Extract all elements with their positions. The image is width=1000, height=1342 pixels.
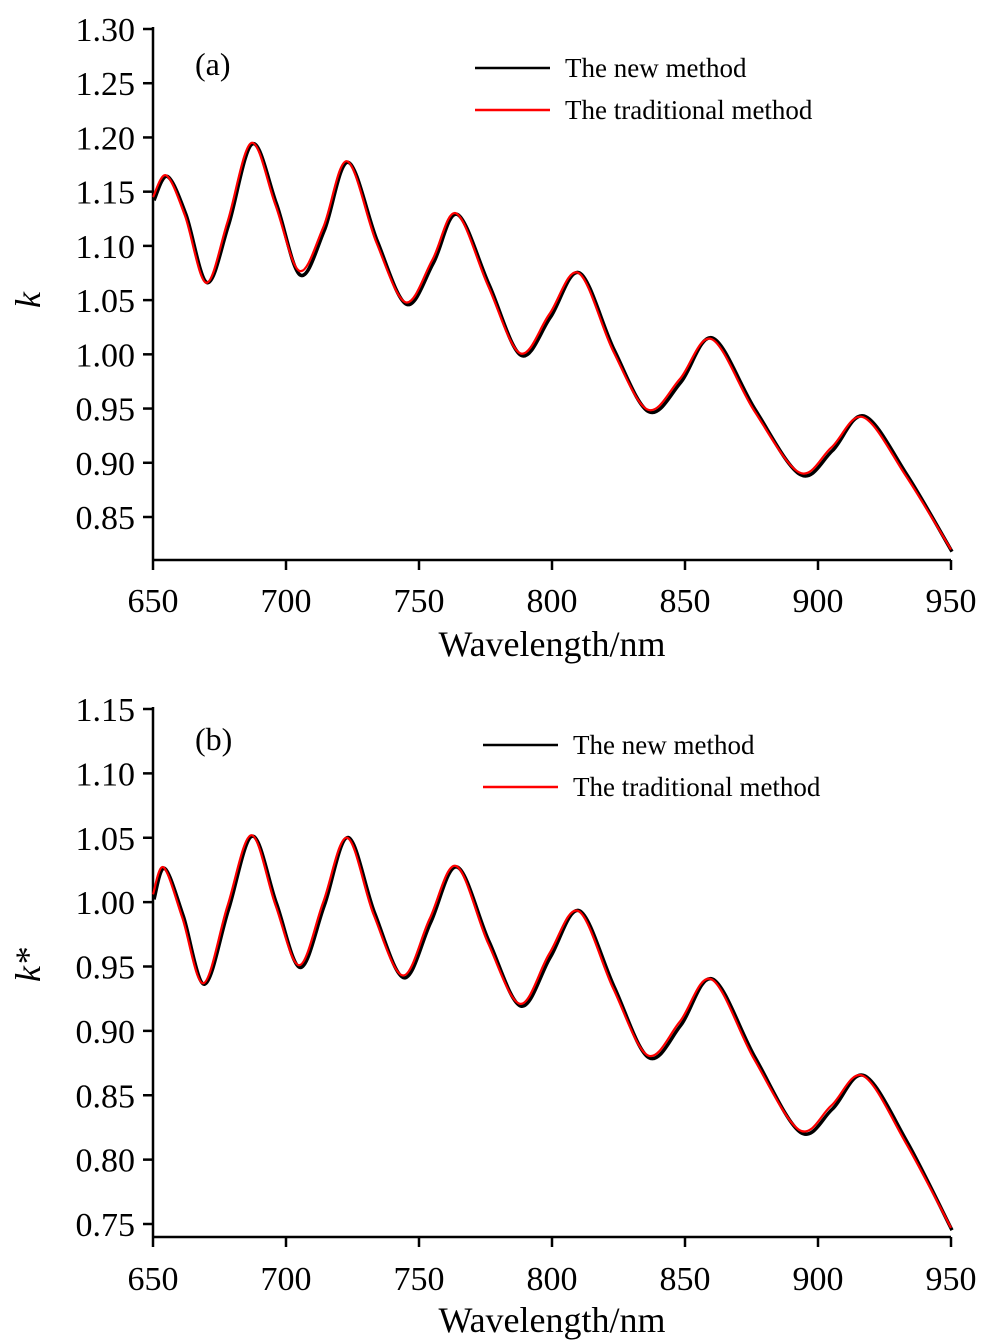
y-tick-label: 0.80 <box>76 1143 136 1180</box>
y-tick-label: 0.90 <box>76 446 136 483</box>
x-tick-label: 900 <box>793 583 844 620</box>
panel-b: 0.75 0.80 0.85 0.90 0.95 1.00 1.05 1.10 1.15 650 7… <box>8 692 977 1340</box>
y-tick-label: 0.85 <box>76 500 136 537</box>
y-tick-label: 0.85 <box>76 1078 136 1115</box>
y-tick-label: 0.95 <box>76 392 136 429</box>
x-tick-label: 750 <box>394 583 445 620</box>
panel-label: (a) <box>195 46 231 82</box>
legend-label: The new method <box>565 53 747 83</box>
y-tick-label: 0.95 <box>76 950 136 987</box>
panel-a: 0.85 0.90 0.95 1.00 1.05 1.10 1.15 1.20 1.25 1.30… <box>8 12 977 664</box>
y-tick-label: 1.05 <box>76 283 136 320</box>
x-tick-label: 850 <box>660 1261 711 1298</box>
series-line-traditional-method <box>151 834 952 1229</box>
y-tick-label: 1.00 <box>76 885 136 922</box>
x-tick-label: 900 <box>793 1261 844 1298</box>
legend-label: The new method <box>573 730 755 760</box>
x-axis-title: Wavelength/nm <box>438 1300 665 1340</box>
legend-label: The traditional method <box>565 95 813 125</box>
y-tick-label: 1.05 <box>76 821 136 858</box>
y-tick-label: 1.10 <box>76 229 136 266</box>
y-axis-title: k* <box>8 948 48 982</box>
series-line-traditional-method <box>152 141 952 551</box>
y-tick-label: 0.90 <box>76 1014 136 1051</box>
x-tick-label: 800 <box>527 1261 578 1298</box>
y-tick-label: 1.20 <box>76 120 136 157</box>
x-tick-label: 700 <box>261 583 312 620</box>
y-tick-label: 1.15 <box>76 692 136 729</box>
x-tick-label: 950 <box>926 1261 977 1298</box>
y-axis-title: k <box>8 291 48 308</box>
y-tick-label: 0.75 <box>76 1207 136 1244</box>
y-tick-label: 1.25 <box>76 66 136 103</box>
x-tick-label: 650 <box>128 583 179 620</box>
y-tick-label: 1.30 <box>76 12 136 49</box>
x-tick-label: 800 <box>527 583 578 620</box>
panel-label: (b) <box>195 721 232 757</box>
x-tick-label: 850 <box>660 583 711 620</box>
y-tick-label: 1.10 <box>76 756 136 793</box>
x-tick-label: 650 <box>128 1261 179 1298</box>
series-line-new-method <box>152 142 954 553</box>
series-line-new-method <box>152 834 954 1231</box>
x-tick-label: 750 <box>394 1261 445 1298</box>
x-tick-label: 950 <box>926 583 977 620</box>
x-tick-label: 700 <box>261 1261 312 1298</box>
y-tick-label: 1.00 <box>76 337 136 374</box>
x-axis-title: Wavelength/nm <box>438 624 665 664</box>
legend-label: The traditional method <box>573 772 821 802</box>
y-tick-label: 1.15 <box>76 175 136 212</box>
